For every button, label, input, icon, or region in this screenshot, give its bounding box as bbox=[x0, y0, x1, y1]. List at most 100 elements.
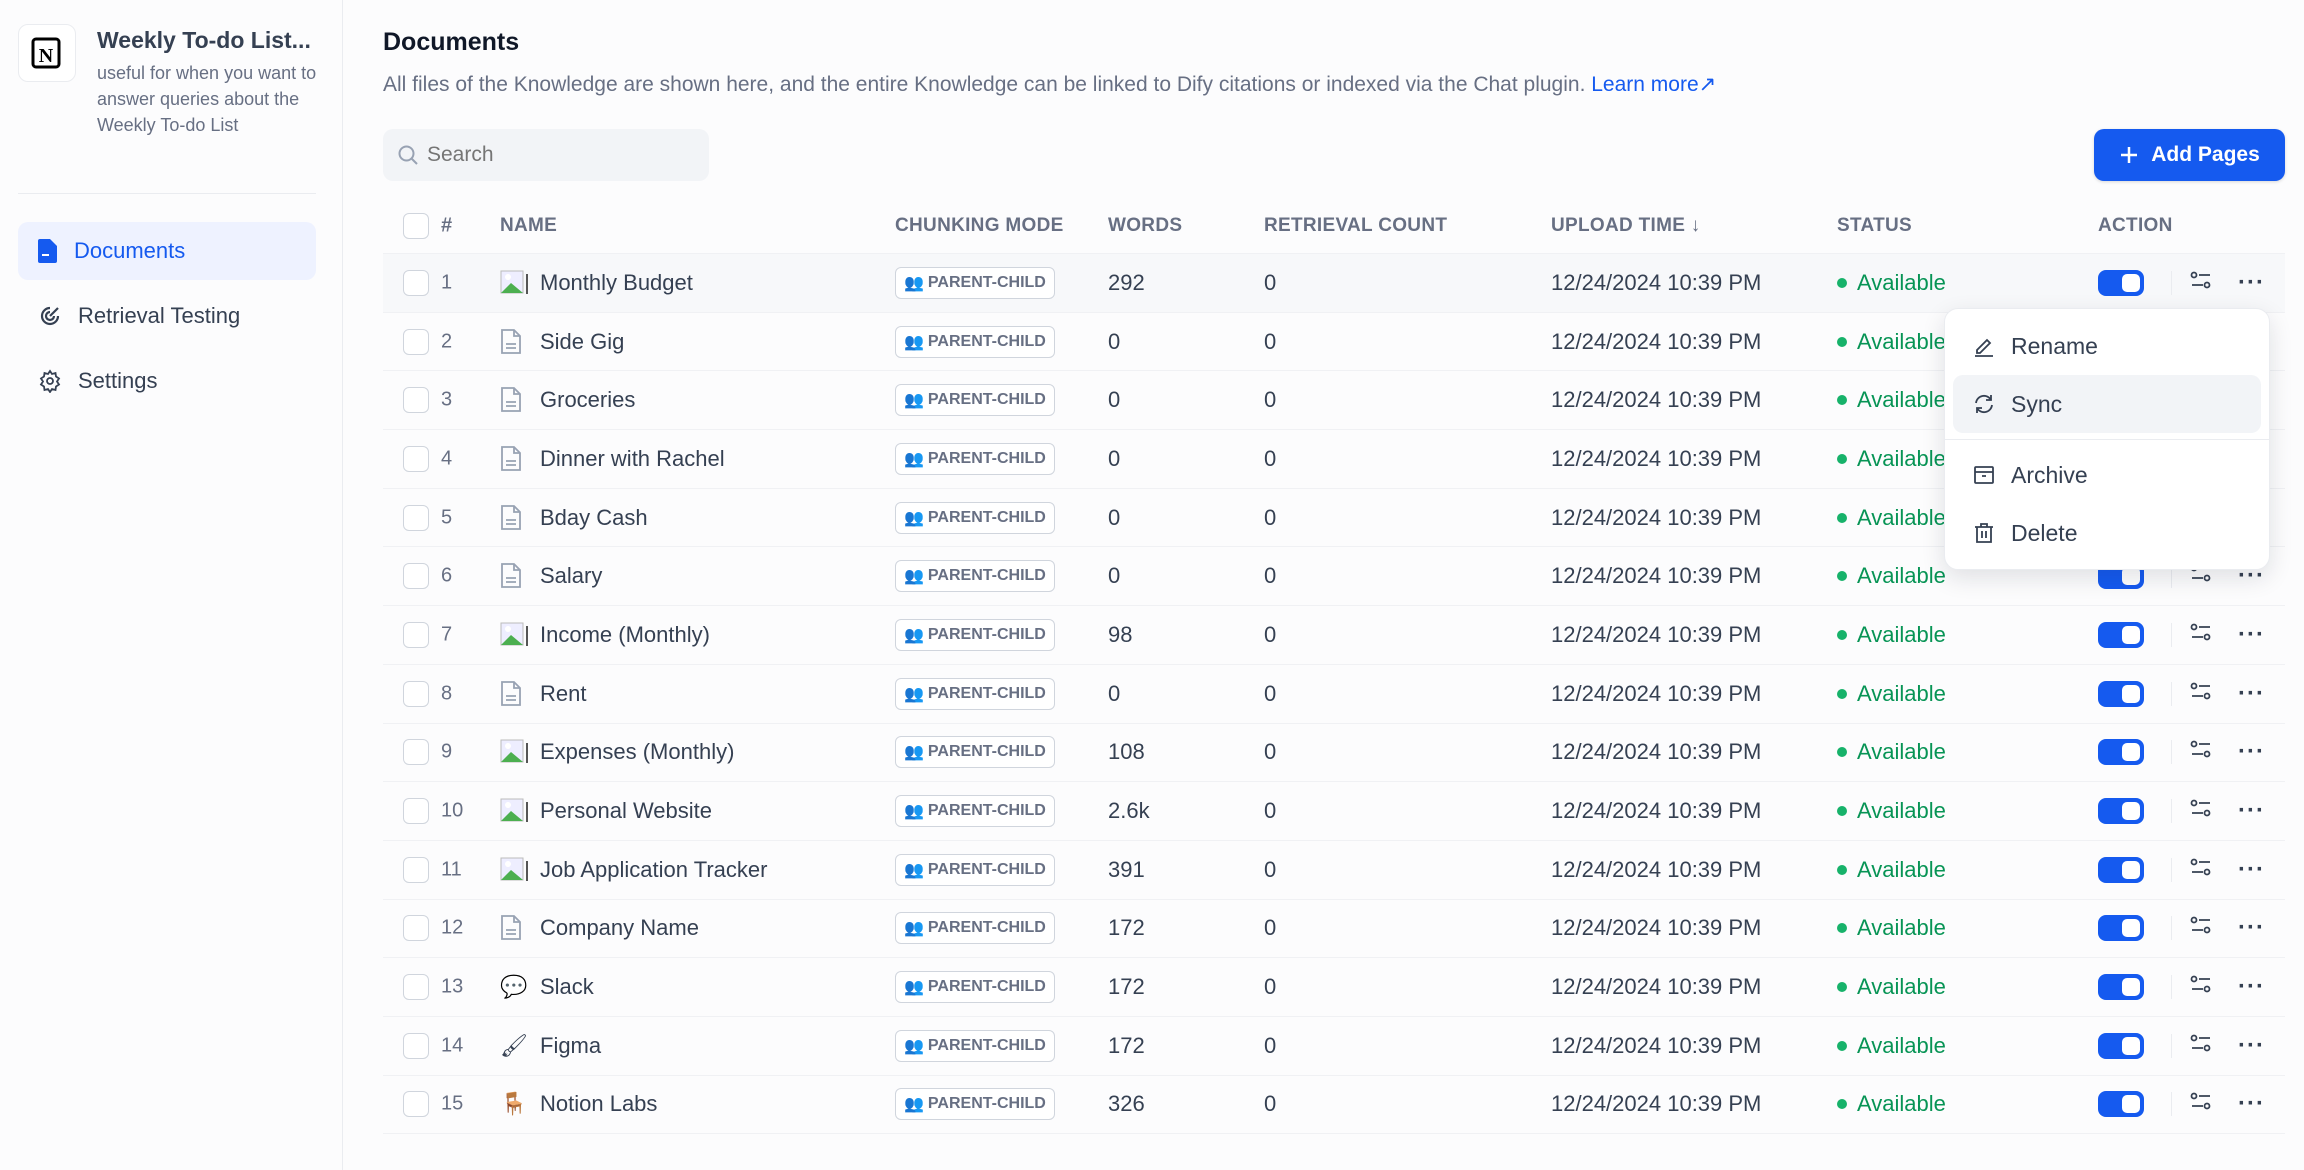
table-row[interactable]: 15 🪑 Notion Labs 👥 PARENT-CHILD 326 0 12/2… bbox=[383, 1076, 2285, 1135]
row-checkbox[interactable] bbox=[403, 328, 429, 355]
search-input[interactable] bbox=[427, 143, 687, 167]
more-options-icon[interactable]: ··· bbox=[2238, 268, 2265, 296]
settings-sliders-icon[interactable] bbox=[2190, 1091, 2212, 1117]
row-checkbox[interactable] bbox=[403, 504, 429, 531]
more-options-icon[interactable]: ··· bbox=[2238, 973, 2265, 1001]
table-row[interactable]: 9 Expenses (Monthly) 👥 PARENT-CHILD 108 0… bbox=[383, 724, 2285, 783]
sidebar-item-documents[interactable]: Documents bbox=[18, 222, 316, 280]
row-checkbox[interactable] bbox=[403, 621, 429, 648]
enable-toggle[interactable] bbox=[2098, 974, 2144, 1001]
document-name[interactable]: 🪑 Notion Labs bbox=[500, 1091, 657, 1117]
document-name[interactable]: 💬 Slack bbox=[500, 974, 594, 1000]
knowledge-title: Weekly To-do List... bbox=[97, 27, 311, 53]
settings-sliders-icon[interactable] bbox=[2190, 915, 2212, 941]
more-options-icon[interactable]: ··· bbox=[2238, 738, 2265, 766]
learn-more-link[interactable]: Learn more↗ bbox=[1591, 73, 1717, 96]
select-all-checkbox[interactable] bbox=[403, 212, 429, 239]
chunking-mode-label: PARENT-CHILD bbox=[927, 978, 1046, 996]
upload-time: 12/24/2024 10:39 PM bbox=[1551, 563, 1762, 589]
file-icon bbox=[500, 563, 530, 589]
search-box[interactable] bbox=[383, 129, 709, 181]
document-name[interactable]: Side Gig bbox=[500, 329, 624, 355]
status-badge: Available bbox=[1837, 915, 1946, 941]
enable-toggle[interactable] bbox=[2098, 1091, 2144, 1118]
settings-sliders-icon[interactable] bbox=[2190, 974, 2212, 1000]
settings-sliders-icon[interactable] bbox=[2190, 270, 2212, 296]
more-options-icon[interactable]: ··· bbox=[2238, 620, 2265, 648]
document-name[interactable]: Groceries bbox=[500, 387, 635, 413]
enable-toggle[interactable] bbox=[2098, 915, 2144, 942]
status-label: Available bbox=[1857, 269, 1946, 295]
table-row[interactable]: 10 Personal Website 👥 PARENT-CHILD 2.6k 0… bbox=[383, 782, 2285, 841]
document-name[interactable]: Job Application Tracker bbox=[500, 857, 767, 883]
settings-sliders-icon[interactable] bbox=[2190, 681, 2212, 707]
row-checkbox[interactable] bbox=[403, 269, 429, 296]
menu-item-delete[interactable]: Delete bbox=[1953, 504, 2261, 562]
row-checkbox[interactable] bbox=[403, 1032, 429, 1059]
document-name[interactable]: Rent bbox=[500, 681, 586, 707]
chunking-mode-badge: 👥 PARENT-CHILD bbox=[895, 442, 1055, 475]
table-row[interactable]: 13 💬 Slack 👥 PARENT-CHILD 172 0 12/24/2024… bbox=[383, 958, 2285, 1017]
document-name[interactable]: Dinner with Rachel bbox=[500, 446, 725, 472]
document-name[interactable]: Expenses (Monthly) bbox=[500, 739, 734, 765]
more-options-icon[interactable]: ··· bbox=[2238, 914, 2265, 942]
table-row[interactable]: 8 Rent 👥 PARENT-CHILD 0 0 12/24/2024 10:3… bbox=[383, 665, 2285, 724]
table-row[interactable]: 3 Groceries 👥 PARENT-CHILD 0 0 12/24/2024… bbox=[383, 371, 2285, 431]
document-name[interactable]: Personal Website bbox=[500, 798, 712, 824]
document-name[interactable]: 🖌 Figma bbox=[500, 1033, 601, 1059]
menu-item-archive[interactable]: Archive bbox=[1953, 446, 2261, 504]
row-checkbox[interactable] bbox=[403, 798, 429, 825]
document-name[interactable]: Income (Monthly) bbox=[500, 622, 710, 648]
settings-sliders-icon[interactable] bbox=[2190, 798, 2212, 824]
header-upload-time[interactable]: UPLOAD TIME ↓ bbox=[1551, 215, 1701, 237]
settings-sliders-icon[interactable] bbox=[2190, 622, 2212, 648]
document-name[interactable]: Company Name bbox=[500, 915, 699, 941]
sync-icon bbox=[1975, 394, 1993, 414]
more-options-icon[interactable]: ··· bbox=[2238, 1090, 2265, 1118]
enable-toggle[interactable] bbox=[2098, 739, 2144, 766]
table-row[interactable]: 1 Monthly Budget 👥 PARENT-CHILD 292 0 12/… bbox=[383, 254, 2285, 313]
table-row[interactable]: 7 Income (Monthly) 👥 PARENT-CHILD 98 0 12… bbox=[383, 606, 2285, 665]
more-options-icon[interactable]: ··· bbox=[2238, 855, 2265, 883]
row-checkbox[interactable] bbox=[403, 445, 429, 472]
document-name[interactable]: Bday Cash bbox=[500, 505, 648, 531]
status-dot-icon bbox=[1837, 982, 1847, 993]
chunking-mode-label: PARENT-CHILD bbox=[927, 802, 1046, 820]
add-pages-button[interactable]: Add Pages bbox=[2094, 129, 2285, 181]
row-checkbox[interactable] bbox=[403, 563, 429, 590]
document-name[interactable]: Salary bbox=[500, 563, 602, 589]
row-checkbox[interactable] bbox=[403, 856, 429, 883]
table-row[interactable]: 14 🖌 Figma 👥 PARENT-CHILD 172 0 12/24/2024… bbox=[383, 1017, 2285, 1076]
row-number: 12 bbox=[441, 916, 464, 939]
menu-item-rename[interactable]: Rename bbox=[1953, 317, 2261, 375]
row-checkbox[interactable] bbox=[403, 1091, 429, 1118]
enable-toggle[interactable] bbox=[2098, 621, 2144, 648]
sidebar-item-label: Documents bbox=[74, 238, 186, 263]
menu-item-sync[interactable]: Sync bbox=[1953, 375, 2261, 433]
enable-toggle[interactable] bbox=[2098, 798, 2144, 825]
settings-sliders-icon[interactable] bbox=[2190, 739, 2212, 765]
settings-sliders-icon[interactable] bbox=[2190, 1033, 2212, 1059]
more-options-icon[interactable]: ··· bbox=[2238, 1031, 2265, 1059]
row-checkbox[interactable] bbox=[403, 915, 429, 942]
row-checkbox[interactable] bbox=[403, 739, 429, 766]
enable-toggle[interactable] bbox=[2098, 856, 2144, 883]
row-checkbox[interactable] bbox=[403, 680, 429, 707]
settings-sliders-icon[interactable] bbox=[2190, 857, 2212, 883]
sidebar-item-settings[interactable]: Settings bbox=[18, 352, 316, 410]
enable-toggle[interactable] bbox=[2098, 269, 2144, 296]
header-status: STATUS bbox=[1837, 214, 1912, 236]
table-row[interactable]: 12 Company Name 👥 PARENT-CHILD 172 0 12/2… bbox=[383, 900, 2285, 959]
row-checkbox[interactable] bbox=[403, 974, 429, 1001]
more-options-icon[interactable]: ··· bbox=[2238, 679, 2265, 707]
document-name[interactable]: Monthly Budget bbox=[500, 270, 693, 296]
table-row[interactable]: 6 Salary 👥 PARENT-CHILD 0 0 12/24/2024 10… bbox=[383, 547, 2285, 607]
sidebar-item-retrieval-testing[interactable]: Retrieval Testing bbox=[18, 287, 316, 345]
enable-toggle[interactable] bbox=[2098, 680, 2144, 707]
document-name-label: Company Name bbox=[540, 915, 699, 941]
document-name-label: Rent bbox=[540, 680, 587, 706]
table-row[interactable]: 11 Job Application Tracker 👥 PARENT-CHILD… bbox=[383, 841, 2285, 900]
row-checkbox[interactable] bbox=[403, 387, 429, 414]
more-options-icon[interactable]: ··· bbox=[2238, 797, 2265, 825]
enable-toggle[interactable] bbox=[2098, 1032, 2144, 1059]
